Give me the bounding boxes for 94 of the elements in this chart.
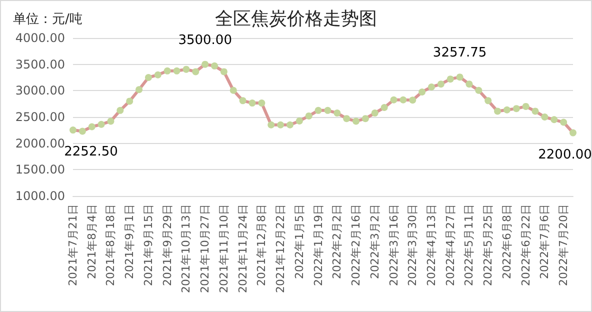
x-tick-label: 2022年6月22日 [519, 204, 532, 286]
text: 单位：元/吨 [13, 12, 82, 27]
point [371, 110, 378, 117]
data-label: 3500.00 [178, 32, 232, 48]
point [494, 108, 502, 115]
x-tick-label: 2021年9月1日 [123, 204, 136, 279]
point [116, 106, 124, 114]
y-tick-label: 4000.00 [15, 31, 65, 45]
point [258, 100, 266, 107]
point [484, 97, 492, 104]
point [437, 80, 444, 88]
y-tick-label: 2500.00 [15, 110, 65, 124]
x-tick-label: 2022年1月5日 [292, 204, 306, 279]
x-tick-label: 2021年8月18日 [104, 204, 118, 286]
point [286, 121, 294, 128]
point [456, 74, 464, 81]
point [173, 67, 180, 74]
point [220, 68, 228, 76]
data-label: 2252.50 [64, 144, 118, 160]
point [126, 98, 134, 105]
data-label: 3257.75 [432, 46, 487, 61]
point [466, 80, 473, 88]
x-tick-label: 2022年3月16日 [387, 204, 400, 286]
point [390, 96, 398, 104]
point [512, 105, 520, 112]
x-tick-label: 2021年8月4日 [85, 204, 98, 279]
y-tick-label: 1000.00 [15, 189, 65, 203]
x-tick-label: 2022年3月2日 [368, 204, 382, 279]
point [182, 66, 190, 73]
chart-title: 全区焦炭价格走势图 [215, 8, 377, 30]
x-tick-label: 2021年12月22日 [274, 204, 288, 293]
point [362, 115, 369, 122]
x-tick-label: 2022年5月11日 [462, 204, 476, 286]
x-tick-label: 2021年11月10日 [217, 204, 230, 293]
x-tick-label: 2022年4月13日 [424, 204, 438, 286]
point [503, 106, 510, 114]
point [248, 100, 256, 107]
point [418, 88, 426, 96]
point [164, 67, 171, 74]
x-tick-label: 2022年2月16日 [350, 204, 363, 286]
point [446, 76, 454, 83]
x-tick-label: 2022年2月2日 [330, 204, 344, 279]
y-tick-label: 3000.00 [15, 84, 65, 98]
x-tick-label: 2021年9月15日 [142, 204, 155, 286]
point [88, 123, 96, 130]
point [202, 60, 209, 68]
x-tick-label: 2022年3月30日 [406, 204, 420, 286]
point [352, 118, 360, 125]
point [475, 86, 482, 94]
x-tick-label: 2022年1月19日 [312, 204, 325, 286]
point [239, 97, 246, 104]
point [400, 96, 407, 104]
point [334, 110, 341, 117]
x-tick-label: 2021年7月21日 [66, 204, 80, 286]
point [192, 68, 200, 76]
point [136, 86, 143, 94]
point [428, 83, 435, 90]
x-tick-label: 2022年6月8日 [500, 204, 514, 279]
y-tick-label: 3500.00 [15, 57, 65, 72]
x-tick-label: 2022年4月27日 [444, 204, 457, 286]
point [296, 117, 303, 124]
point [78, 128, 86, 135]
point [230, 86, 237, 94]
point [268, 121, 275, 128]
point [154, 71, 162, 78]
point [211, 62, 218, 70]
x-tick-label: 2022年5月25日 [482, 204, 495, 286]
point [70, 126, 76, 134]
x-tick-label: 2021年11月24日 [236, 204, 250, 293]
data-label: 2200.00 [538, 147, 592, 162]
x-tick-label: 2021年10月13日 [180, 204, 193, 293]
point [380, 104, 388, 112]
y-tick-label: 2000.00 [15, 136, 65, 150]
point [343, 115, 350, 122]
x-tick-label: 2021年9月29日 [160, 204, 174, 286]
x-tick-label: 2022年7月6日 [538, 204, 552, 279]
point [98, 120, 105, 128]
x-tick-label: 2021年10月27日 [198, 204, 212, 293]
x-tick-label: 2022年7月20日 [557, 204, 570, 286]
point [532, 108, 539, 115]
point [560, 118, 568, 126]
point [107, 118, 114, 125]
point [541, 114, 548, 120]
point [314, 106, 322, 114]
point [324, 106, 332, 114]
point [144, 74, 152, 81]
y-tick-label: 1500.00 [15, 162, 65, 177]
point [409, 96, 416, 104]
point [570, 129, 576, 136]
x-tick-label: 2021年12月8日 [255, 204, 268, 286]
point [550, 116, 558, 124]
point [277, 121, 284, 128]
point [522, 102, 530, 110]
point [305, 112, 312, 120]
